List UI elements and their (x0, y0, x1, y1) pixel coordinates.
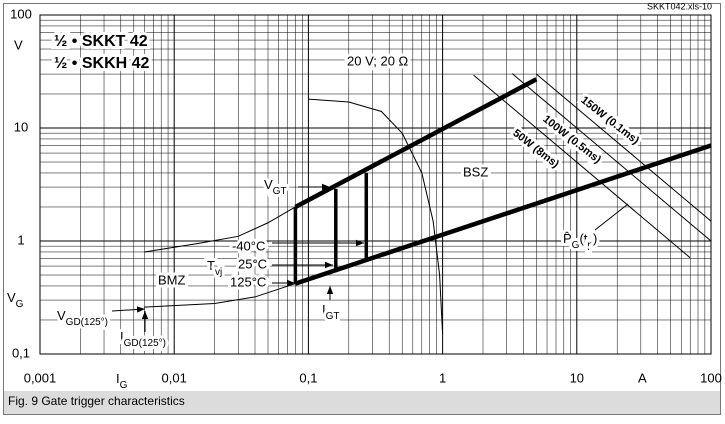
x-tick-label: 100 (700, 370, 722, 385)
annotation: ½ • SKKH 42 (54, 55, 150, 72)
label-part: I (116, 371, 120, 386)
label-part: (t (579, 231, 587, 246)
curve (473, 74, 691, 259)
annotation: ½ • SKKT 42 (54, 33, 148, 50)
x-tick-label: 1 (439, 370, 446, 385)
x-axis-label: A (638, 370, 647, 385)
curve (536, 73, 712, 222)
y-tick-label: 1 (17, 232, 24, 247)
label-part: V (7, 290, 16, 305)
x-tick-label: 0,1 (299, 370, 317, 385)
subscript: GD(125°) (124, 338, 166, 349)
label-part: ) (593, 231, 597, 246)
label-part: I (322, 302, 326, 317)
annotation: VGD(125°) (57, 308, 108, 327)
annotation: 125°C (230, 274, 266, 289)
subscript: GT (273, 186, 287, 197)
annotation: 25°C (238, 256, 267, 271)
x-axis-label: IG (116, 371, 128, 390)
x-tick-label: 10 (570, 370, 584, 385)
curve (308, 98, 444, 335)
annotation: P̂G(tp) (563, 231, 597, 250)
label-part: I (120, 329, 124, 344)
annotation: BSZ (463, 164, 488, 179)
curve (294, 77, 538, 209)
subscript: G (120, 380, 128, 391)
label-part: V (57, 308, 66, 323)
label-part: T (207, 258, 215, 273)
subscript: vj (215, 267, 222, 278)
annotation: 20 V; 20 Ω (347, 53, 409, 68)
arrows (111, 183, 629, 332)
curve (144, 206, 296, 253)
x-tick-label: 0,001 (24, 370, 57, 385)
y-tick-label: 100 (10, 6, 32, 21)
annotation: VGT (264, 177, 287, 196)
subscript: G (572, 240, 580, 251)
annotation: -40°C (232, 238, 265, 253)
curve (511, 73, 712, 242)
annotation: Tvj (207, 258, 222, 277)
annotation: SKKT042.xls-10 (647, 1, 712, 11)
annotation: IGT (322, 302, 340, 321)
curve (144, 283, 296, 308)
caption-bar (4, 391, 720, 414)
annotation: IGD(125°) (120, 329, 166, 348)
label-part: P̂ (563, 231, 572, 246)
subscript: GT (326, 311, 340, 322)
label-part: V (264, 177, 273, 192)
caption: Fig. 9 Gate trigger characteristics (8, 394, 185, 408)
y-tick-label: 10 (14, 119, 28, 134)
y-axis-label: V (14, 37, 23, 52)
x-tick-label: 0,01 (162, 370, 187, 385)
subscript: GD(125°) (66, 317, 108, 328)
y-axis-label: VG (7, 290, 24, 309)
annotation: BMZ (158, 272, 186, 287)
y-tick-label: 0,1 (12, 345, 30, 360)
subscript: G (16, 299, 24, 310)
